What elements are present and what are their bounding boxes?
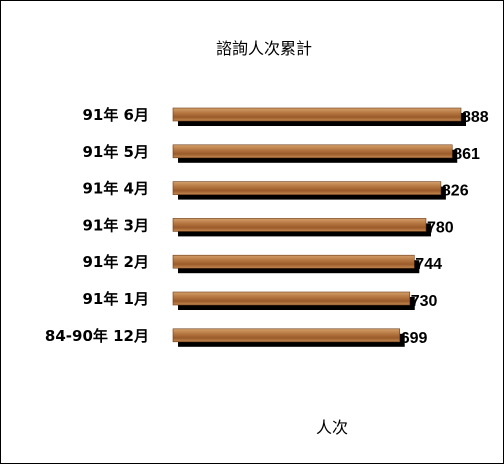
value-label: 744 <box>415 256 442 273</box>
bar-group: 91年 3月 780 <box>82 216 454 237</box>
bar <box>172 254 415 269</box>
category-label: 91年 4月 <box>82 180 149 198</box>
bar-group: 91年 5月 861 <box>82 143 480 163</box>
bar-group: 91年 6月 888 <box>82 106 489 126</box>
bar <box>172 144 453 159</box>
bar-group: 84-90年 12月 699 <box>45 327 428 347</box>
value-label: 826 <box>442 183 469 200</box>
value-label: 780 <box>427 219 454 236</box>
bar-group: 91年 4月 826 <box>82 180 469 200</box>
bar-group: 91年 2月 744 <box>82 253 442 274</box>
bar <box>172 181 442 195</box>
category-label: 91年 2月 <box>82 253 149 271</box>
bar <box>172 291 411 306</box>
category-label: 84-90年 12月 <box>45 327 149 345</box>
category-label: 91年 1月 <box>82 290 149 308</box>
bar <box>172 107 462 122</box>
category-label: 91年 3月 <box>82 216 149 234</box>
value-label: 730 <box>411 293 438 310</box>
value-label: 861 <box>453 146 480 163</box>
bar <box>172 328 401 343</box>
value-label: 888 <box>462 109 489 126</box>
bar-group: 91年 1月 730 <box>82 290 438 310</box>
bar <box>172 218 427 232</box>
value-label: 699 <box>401 330 428 347</box>
category-label: 91年 6月 <box>82 106 149 124</box>
chart-title: 諮詢人次累計 <box>216 39 312 58</box>
category-label: 91年 5月 <box>82 143 149 161</box>
x-axis-label: 人次 <box>316 418 348 437</box>
